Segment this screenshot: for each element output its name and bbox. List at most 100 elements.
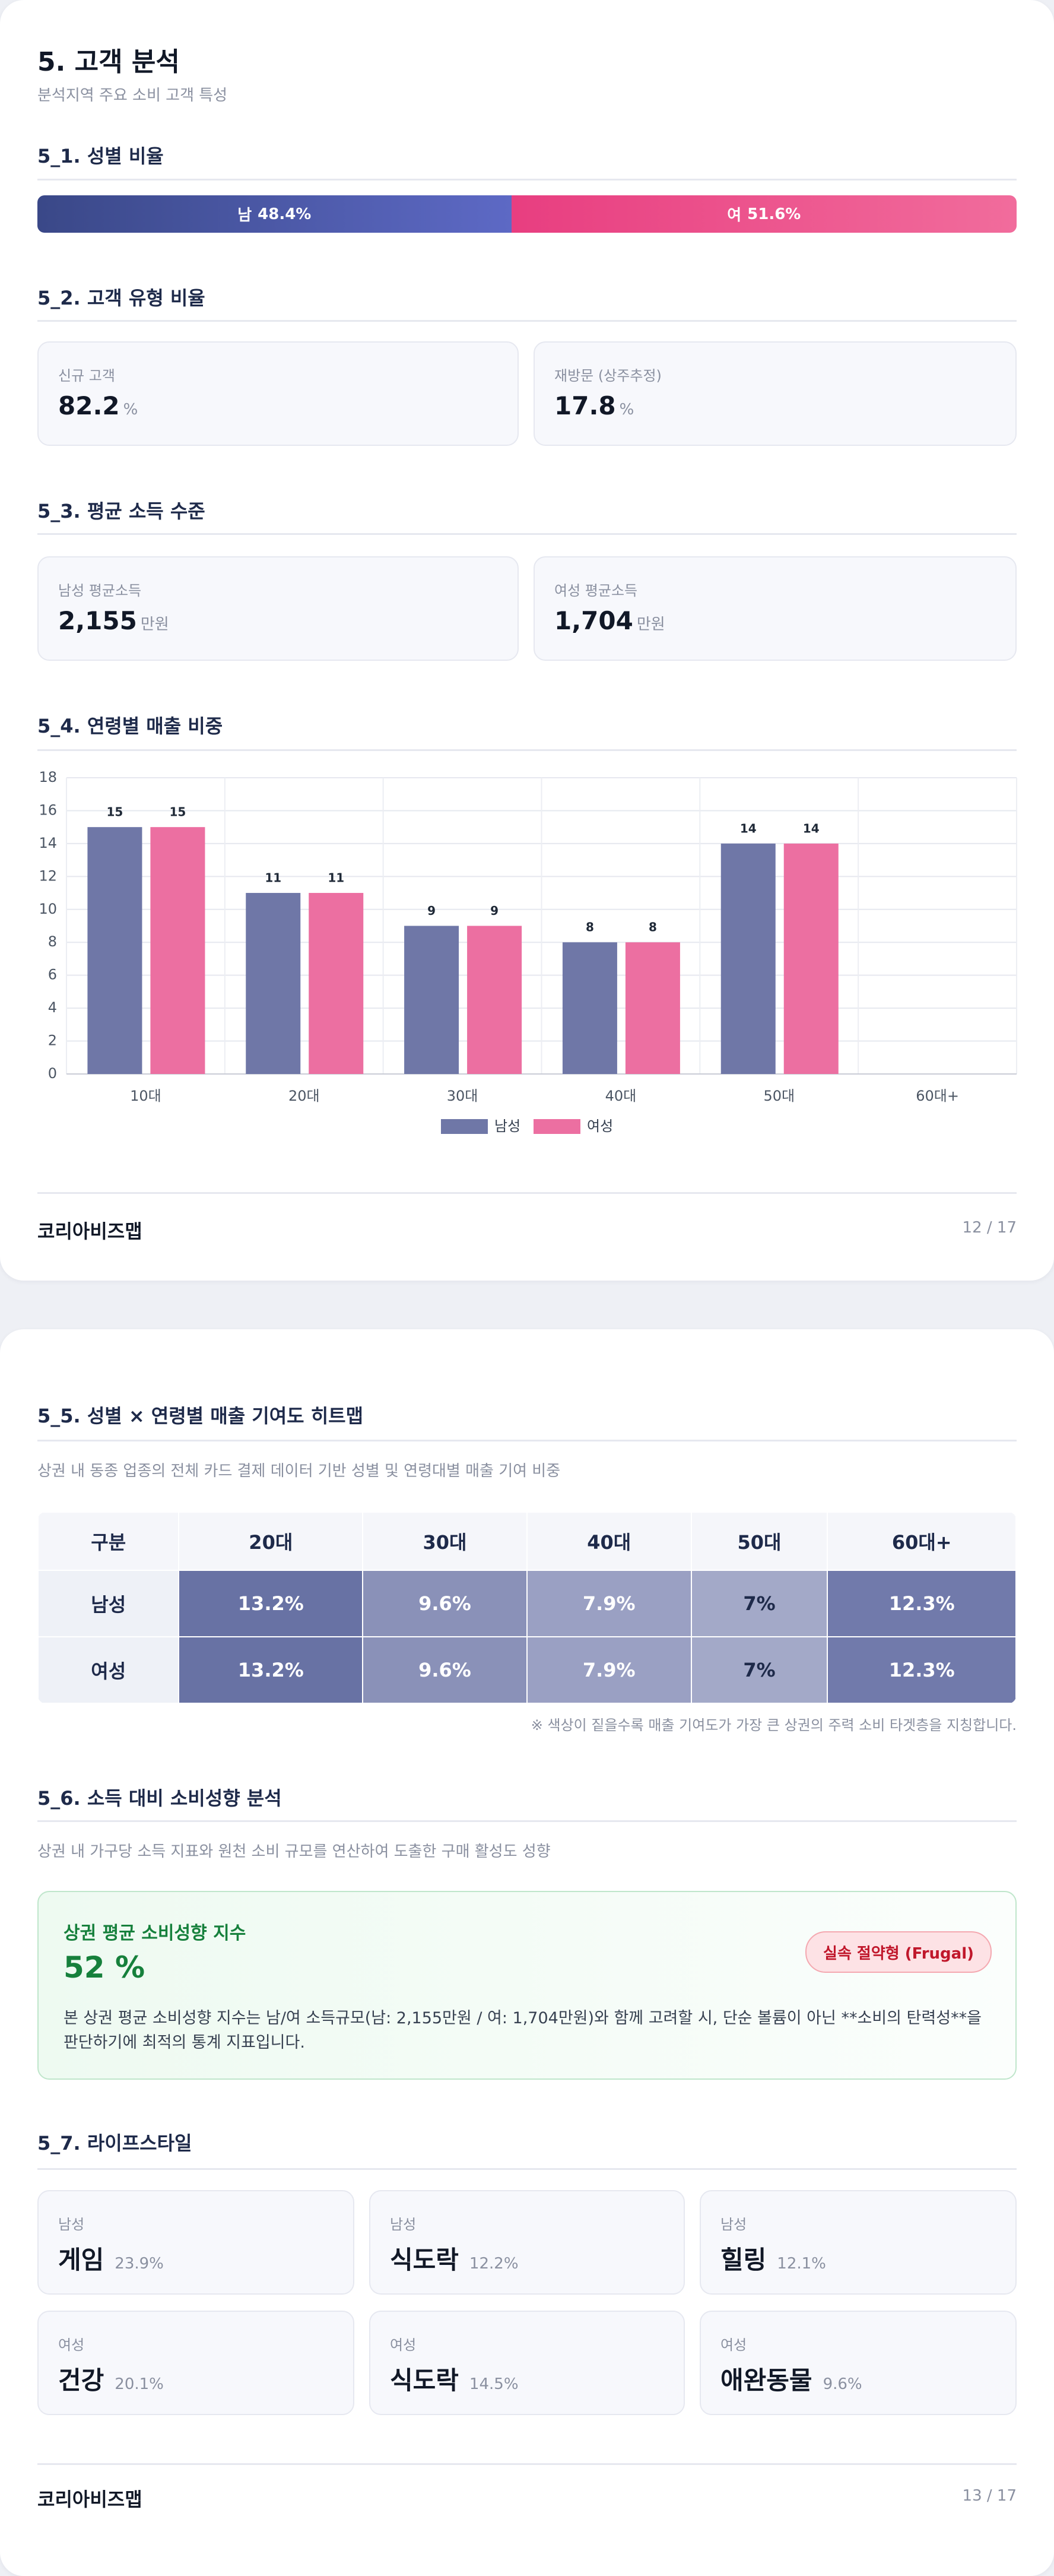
lifestyle-name: 건강 — [58, 2366, 104, 2395]
column-header: 50대 — [690, 1512, 828, 1571]
divider — [37, 1820, 1017, 1822]
column-header: 구분 — [37, 1512, 180, 1571]
bar — [246, 893, 301, 1074]
bar — [87, 827, 142, 1074]
lifestyle-gender: 여성 — [720, 2337, 747, 2353]
header-row: 구분 20대 30대 40대 50대 60대+ — [37, 1512, 1017, 1571]
bar — [404, 926, 459, 1074]
data-label: 15 — [169, 805, 186, 819]
bar — [783, 843, 839, 1074]
bar — [720, 843, 776, 1074]
lifestyle-card: 남성 게임 23.9% — [37, 2190, 354, 2295]
stat-label: 신규 고객 — [58, 367, 115, 384]
stat-label: 여성 평균소득 — [554, 582, 638, 599]
y-tick-label: 2 — [48, 1032, 57, 1049]
heat-cell: 7% — [690, 1570, 828, 1637]
lifestyle-share: 23.9% — [115, 2255, 164, 2273]
divider — [37, 533, 1017, 535]
column-header: 60대+ — [827, 1512, 1017, 1571]
lifestyle-share: 14.5% — [469, 2375, 519, 2393]
badge: 실속 절약형 (Frugal) — [805, 1931, 992, 1973]
segment-category: 남 — [237, 207, 252, 224]
lifestyle-gender: 남성 — [390, 2216, 417, 2233]
lifestyle-value: 힐링 12.1% — [720, 2240, 826, 2276]
heading: 5_6. 소득 대비 소비성향 분석 — [37, 1787, 282, 1810]
column-header: 30대 — [362, 1512, 528, 1571]
y-tick-label: 4 — [48, 999, 57, 1016]
value: 1,704 — [554, 606, 633, 635]
heat-cell: 13.2% — [178, 1570, 364, 1637]
lifestyle-gender: 남성 — [720, 2216, 747, 2233]
legend-label: 여성 — [587, 1118, 613, 1135]
column-header: 40대 — [526, 1512, 692, 1571]
note: ※ 색상이 짙을수록 매출 기여도가 가장 큰 상권의 주력 소비 타겟층을 지… — [531, 1717, 1017, 1734]
divider — [37, 2463, 1017, 2465]
lifestyle-share: 12.2% — [469, 2255, 519, 2273]
segment-label: 48.4% — [258, 205, 312, 223]
stat-card: 재방문 (상주추정) 17.8% — [534, 341, 1017, 446]
bar — [625, 942, 680, 1074]
lifestyle-value: 건강 20.1% — [58, 2360, 164, 2397]
value: 2,155 — [58, 606, 137, 635]
lifestyle-name: 애완동물 — [720, 2366, 812, 2395]
y-tick-label: 6 — [48, 967, 57, 983]
y-tick-label: 14 — [39, 835, 57, 851]
page-card: 5_5. 성별 × 연령별 매출 기여도 히트맵 상권 내 동종 업종의 전체 … — [0, 1329, 1054, 2576]
heat-cell: 13.2% — [178, 1636, 364, 1704]
x-tick-label: 40대 — [605, 1088, 637, 1104]
stat-value: 1,704 만원 — [554, 606, 665, 635]
x-tick-label: 60대+ — [916, 1088, 959, 1104]
y-tick-label: 10 — [39, 901, 57, 917]
legend-swatch — [441, 1119, 488, 1134]
heatmap-table: 구분 20대 30대 40대 50대 60대+ 남성 13.2% 9.6% 7.9% 7% 12.3%… — [37, 1512, 1017, 1704]
y-tick-label: 0 — [48, 1065, 57, 1082]
bar — [467, 926, 522, 1074]
divider — [37, 1192, 1017, 1194]
stat-label: 남성 평균소득 — [58, 582, 142, 599]
gender-segment: 남 48.4% — [37, 195, 512, 233]
heat-cell: 7% — [690, 1636, 828, 1704]
lifestyle-value: 게임 23.9% — [58, 2240, 164, 2276]
data-label: 9 — [490, 904, 499, 918]
divider — [37, 1440, 1017, 1441]
lifestyle-gender: 여성 — [390, 2337, 417, 2353]
heading: 5_7. 라이프스타일 — [37, 2132, 192, 2154]
heat-cell: 9.6% — [362, 1570, 528, 1637]
bar — [309, 893, 364, 1074]
heat-cell: 7.9% — [526, 1636, 692, 1704]
page-number: 13 / 17 — [962, 2487, 1017, 2505]
data-label: 9 — [427, 904, 436, 918]
x-tick-label: 20대 — [288, 1088, 320, 1104]
divider — [37, 179, 1017, 180]
lifestyle-name: 식도락 — [390, 2366, 459, 2395]
stat-card: 신규 고객 82.2% — [37, 341, 519, 446]
unit: % — [619, 401, 634, 419]
page-card: 5. 고객 분석 분석지역 주요 소비 고객 특성 5_1. 성별 비율 남 48… — [0, 0, 1054, 1281]
x-tick-label: 30대 — [447, 1088, 478, 1104]
page-number: 12 / 17 — [962, 1219, 1017, 1237]
unit: 만원 — [140, 616, 169, 633]
lifestyle-value: 식도락 14.5% — [390, 2360, 519, 2397]
heat-cell: 12.3% — [827, 1636, 1017, 1704]
stat-card: 남성 평균소득 2,155 만원 — [37, 556, 519, 661]
lifestyle-share: 9.6% — [823, 2375, 862, 2393]
heading: 5_4. 연령별 매출 비중 — [37, 715, 223, 737]
section-title: 5. 고객 분석 — [37, 47, 180, 77]
stat-label: 재방문 (상주추정) — [554, 367, 662, 384]
data-label: 14 — [740, 821, 757, 835]
legend-swatch — [534, 1119, 580, 1134]
index-value: 52 % — [64, 1950, 145, 1985]
unit: % — [123, 401, 138, 419]
divider — [37, 2168, 1017, 2170]
description: 상권 내 가구당 소득 지표와 원천 소비 규모를 연산하여 도출한 구매 활성… — [37, 1843, 551, 1861]
section-subtitle: 분석지역 주요 소비 고객 특성 — [37, 87, 228, 104]
index-text: 본 상권 평균 소비성향 지수는 남/여 소득규모(남: 2,155만원 / 여… — [64, 2009, 982, 2052]
heat-cell: 7.9% — [526, 1570, 692, 1637]
lifestyle-name: 식도락 — [390, 2245, 459, 2274]
lifestyle-name: 힐링 — [720, 2245, 767, 2274]
